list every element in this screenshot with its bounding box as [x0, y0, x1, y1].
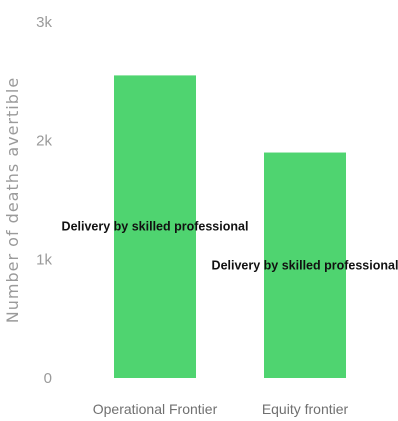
bar — [264, 152, 346, 378]
bar-data-label: Delivery by skilled professional — [62, 220, 249, 234]
bar-series — [114, 75, 346, 379]
bar-data-labels: Delivery by skilled professional Delivery… — [62, 220, 398, 273]
x-tick-label: Operational Frontier — [93, 401, 218, 417]
bar — [114, 75, 196, 379]
y-axis-title: Number of deaths avertible — [3, 77, 22, 323]
y-tick-label: 3k — [36, 14, 52, 31]
x-axis-categories: Operational Frontier Equity frontier — [93, 401, 349, 417]
y-tick-label: 0 — [44, 370, 52, 387]
y-tick-label: 2k — [36, 133, 52, 150]
x-tick-label: Equity frontier — [262, 401, 349, 417]
y-axis-ticks: 0 1k 2k 3k — [36, 14, 52, 387]
bar-data-label: Delivery by skilled professional — [212, 258, 398, 272]
y-tick-label: 1k — [36, 251, 52, 268]
